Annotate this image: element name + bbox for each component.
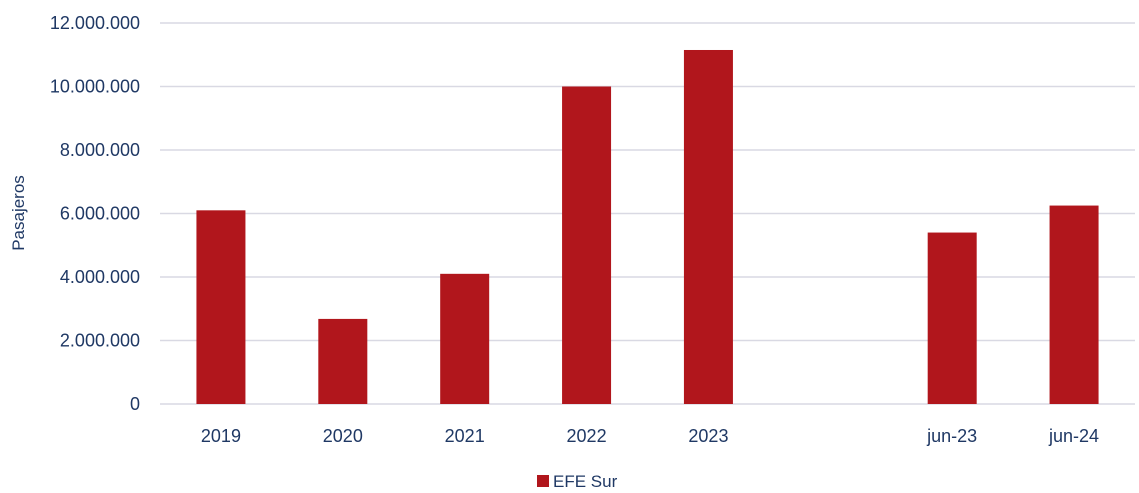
- y-tick-label: 6.000.000: [60, 204, 140, 224]
- x-tick-labels: 2019 2020 2021 2022 2023 jun-23 jun-24: [201, 426, 1099, 446]
- x-tick-label: 2023: [688, 426, 728, 446]
- x-tick-label: 2019: [201, 426, 241, 446]
- bars: [196, 49, 1099, 405]
- y-tick-label: 10.000.000: [50, 77, 140, 97]
- y-tick-label: 4.000.000: [60, 267, 140, 287]
- y-tick-label: 2.000.000: [60, 331, 140, 351]
- x-tick-label: 2022: [567, 426, 607, 446]
- bar-jun-23: [927, 232, 977, 404]
- x-tick-label: jun-23: [926, 426, 977, 446]
- legend-swatch: [537, 475, 549, 487]
- y-axis-title: Pasajeros: [9, 175, 28, 251]
- bar-2019: [196, 210, 246, 404]
- bar-2021: [440, 273, 490, 404]
- x-tick-label: 2020: [323, 426, 363, 446]
- bar-2020: [318, 318, 368, 404]
- legend-label-efe-sur: EFE Sur: [553, 472, 618, 491]
- bar-jun-24: [1049, 205, 1099, 404]
- x-tick-label: jun-24: [1048, 426, 1099, 446]
- bar-2022: [562, 86, 612, 404]
- legend: EFE Sur: [537, 472, 618, 491]
- bar-2023: [683, 49, 733, 405]
- y-tick-labels: 0 2.000.000 4.000.000 6.000.000 8.000.000 10.…: [50, 13, 140, 414]
- y-tick-label: 12.000.000: [50, 13, 140, 33]
- x-tick-label: 2021: [445, 426, 485, 446]
- y-tick-label: 0: [130, 394, 140, 414]
- gridlines: [160, 22, 1135, 405]
- y-tick-label: 8.000.000: [60, 140, 140, 160]
